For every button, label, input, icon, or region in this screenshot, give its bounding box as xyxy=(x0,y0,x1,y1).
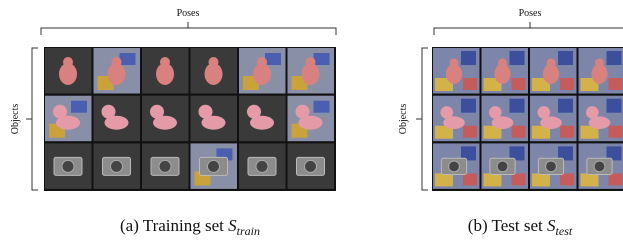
clutter xyxy=(120,53,136,65)
clutter xyxy=(609,78,623,90)
clutter xyxy=(484,173,502,186)
clutter xyxy=(435,173,453,186)
clutter xyxy=(532,173,550,186)
object xyxy=(199,105,213,119)
clutter xyxy=(512,126,526,138)
clutter xyxy=(71,101,87,113)
object xyxy=(306,57,316,67)
pose-brace xyxy=(434,22,623,35)
object-brace xyxy=(26,48,38,190)
clutter xyxy=(609,126,623,138)
clutter xyxy=(463,126,477,138)
clutter xyxy=(558,99,573,113)
objects-label: Objects xyxy=(10,104,21,135)
clutter xyxy=(512,78,526,90)
clutter xyxy=(265,53,281,65)
clutter xyxy=(512,173,526,185)
object xyxy=(150,105,164,119)
clutter xyxy=(607,99,622,113)
object xyxy=(63,57,73,67)
object xyxy=(296,105,310,119)
clutter xyxy=(461,51,476,65)
object xyxy=(546,161,557,172)
object xyxy=(112,57,122,67)
object xyxy=(441,106,454,119)
object xyxy=(160,57,170,67)
object xyxy=(594,161,605,172)
object xyxy=(449,161,460,172)
object xyxy=(209,57,219,67)
figure: Poses Objects (a) Training set Strain Po… xyxy=(0,0,623,243)
clutter xyxy=(314,101,330,113)
caption: (a) Training set Strain xyxy=(120,216,260,238)
object xyxy=(159,160,171,172)
object xyxy=(547,58,556,67)
object xyxy=(305,160,317,172)
caption: (b) Test set Stest xyxy=(468,216,573,238)
clutter xyxy=(510,51,525,65)
object xyxy=(538,106,551,119)
clutter xyxy=(560,126,574,138)
object xyxy=(497,161,508,172)
object xyxy=(247,105,261,119)
clutter xyxy=(463,78,477,90)
object xyxy=(450,58,459,67)
clutter xyxy=(510,99,525,113)
object xyxy=(62,160,74,172)
objects-label: Objects xyxy=(398,104,409,135)
pose-brace xyxy=(41,22,336,35)
object xyxy=(489,106,502,119)
object xyxy=(256,160,268,172)
clutter xyxy=(609,173,623,185)
clutter xyxy=(607,51,622,65)
clutter xyxy=(560,78,574,90)
poses-label: Poses xyxy=(177,8,200,19)
clutter xyxy=(560,173,574,185)
clutter xyxy=(558,51,573,65)
object xyxy=(257,57,267,67)
object xyxy=(102,105,116,119)
object xyxy=(595,58,604,67)
image-grid xyxy=(44,47,336,191)
clutter xyxy=(461,99,476,113)
clutter xyxy=(581,173,599,186)
object xyxy=(586,106,599,119)
object xyxy=(208,160,220,172)
clutter xyxy=(463,173,477,185)
object-brace xyxy=(416,48,428,190)
clutter xyxy=(314,53,330,65)
object xyxy=(498,58,507,67)
poses-label: Poses xyxy=(519,8,542,19)
image-grid xyxy=(432,47,623,191)
object xyxy=(111,160,123,172)
object xyxy=(53,105,67,119)
